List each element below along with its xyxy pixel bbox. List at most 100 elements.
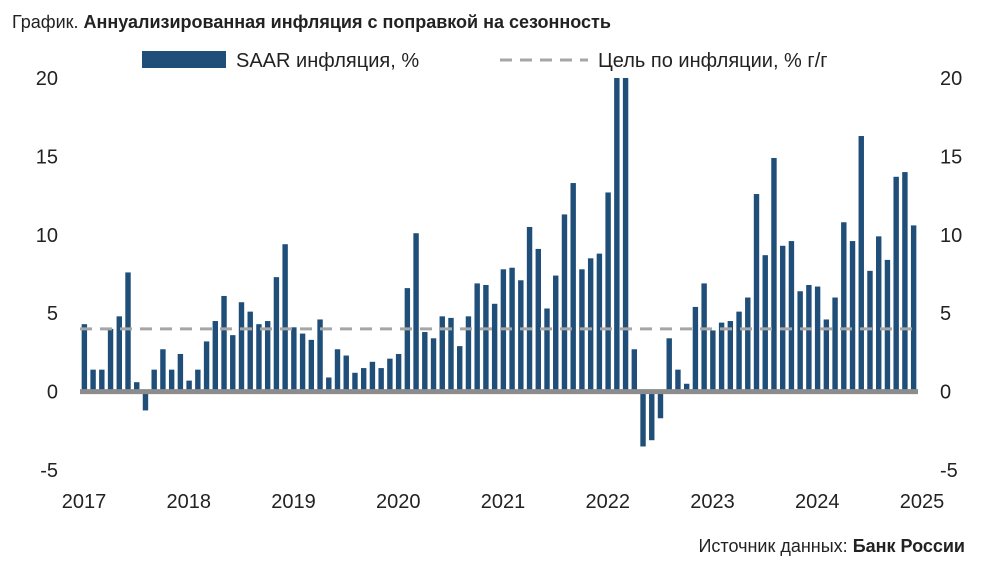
bar — [317, 319, 323, 392]
bar — [221, 295, 227, 392]
bar — [238, 302, 245, 392]
bar — [867, 270, 873, 392]
bar — [692, 306, 699, 392]
bar — [544, 308, 550, 392]
bar — [631, 349, 638, 392]
bar — [116, 316, 122, 392]
bar — [422, 332, 428, 392]
bar — [256, 324, 262, 392]
bar — [745, 297, 751, 392]
y-tick-label-left: 5 — [47, 303, 58, 325]
bar — [710, 330, 716, 392]
bar — [230, 335, 236, 392]
bar — [378, 368, 384, 392]
bar — [465, 316, 472, 392]
bar — [404, 288, 411, 392]
bar — [457, 346, 463, 392]
bars-group — [81, 78, 917, 447]
bar — [334, 349, 341, 392]
bar — [291, 327, 297, 392]
chart-title: График. Аннуализированная инфляция с поп… — [12, 12, 611, 33]
bar — [675, 369, 681, 392]
bar — [902, 172, 908, 392]
bar — [771, 157, 777, 392]
bar — [134, 382, 140, 392]
x-tick-label: 2021 — [481, 491, 526, 513]
bar — [753, 194, 760, 392]
x-tick-label: 2019 — [271, 491, 316, 513]
y-tick-label-right: 10 — [940, 225, 962, 247]
bar — [387, 358, 393, 392]
bar — [587, 258, 594, 392]
bar — [142, 391, 149, 411]
bar — [876, 236, 882, 392]
bar — [788, 241, 795, 392]
bar — [614, 78, 620, 392]
bar — [779, 245, 786, 392]
bar — [186, 380, 192, 392]
bar — [640, 391, 646, 447]
bar — [352, 372, 358, 392]
bar — [308, 339, 315, 392]
bar — [160, 349, 166, 392]
bar — [195, 369, 201, 392]
y-tick-label-right: 20 — [940, 68, 962, 90]
bar — [579, 269, 585, 392]
bar — [701, 283, 707, 392]
bar — [762, 255, 768, 392]
bar — [823, 319, 830, 392]
bar — [797, 291, 803, 392]
bar — [474, 283, 480, 392]
bar — [806, 284, 812, 392]
chart-title-prefix: График. — [12, 12, 79, 32]
bar — [509, 267, 515, 392]
legend-target-label: Цель по инфляции, % г/г — [598, 50, 828, 72]
bar — [893, 176, 899, 392]
y-tick-label-right: 15 — [940, 146, 962, 168]
bar — [605, 192, 611, 392]
bar — [483, 284, 489, 392]
x-tick-label: 2017 — [62, 491, 107, 513]
y-tick-label-right: -5 — [940, 460, 958, 482]
bar — [151, 369, 157, 392]
bar — [858, 136, 864, 392]
bar — [81, 324, 88, 392]
x-tick-label: 2023 — [690, 491, 735, 513]
bar — [491, 303, 498, 392]
bar — [736, 311, 742, 392]
y-tick-label-left: -5 — [40, 460, 58, 482]
y-tick-label-right: 5 — [940, 303, 951, 325]
bar — [666, 338, 672, 392]
bar — [841, 222, 847, 392]
y-axis-left: -5 0 5 10 15 20 — [36, 68, 58, 482]
bar — [273, 277, 280, 392]
bar — [727, 321, 734, 392]
y-tick-label-left: 15 — [36, 146, 58, 168]
chart-title-main: Аннуализированная инфляция с поправкой н… — [83, 12, 611, 32]
x-tick-label: 2025 — [900, 491, 945, 513]
bar — [622, 78, 629, 392]
bar — [884, 259, 891, 392]
bar — [299, 333, 306, 392]
bar — [448, 317, 454, 392]
bar — [107, 328, 114, 392]
bar — [535, 248, 541, 392]
x-axis: 2017 2018 2019 2020 2021 2022 2023 2024 2025 — [62, 491, 945, 513]
bar — [282, 244, 288, 392]
x-tick-label: 2020 — [376, 491, 421, 513]
y-tick-label-left: 10 — [36, 225, 58, 247]
bar — [395, 353, 402, 392]
bar — [413, 233, 419, 392]
bar — [526, 226, 533, 392]
bar — [360, 368, 367, 392]
source-label: Источник данных: — [698, 536, 848, 556]
y-tick-label-right: 0 — [940, 382, 951, 404]
bar — [553, 275, 559, 392]
x-tick-label: 2024 — [795, 491, 840, 513]
bar — [264, 321, 271, 392]
bar — [203, 341, 210, 392]
source-note: Источник данных: Банк России — [698, 536, 965, 557]
bar — [561, 214, 568, 392]
source-name: Банк России — [852, 536, 965, 556]
